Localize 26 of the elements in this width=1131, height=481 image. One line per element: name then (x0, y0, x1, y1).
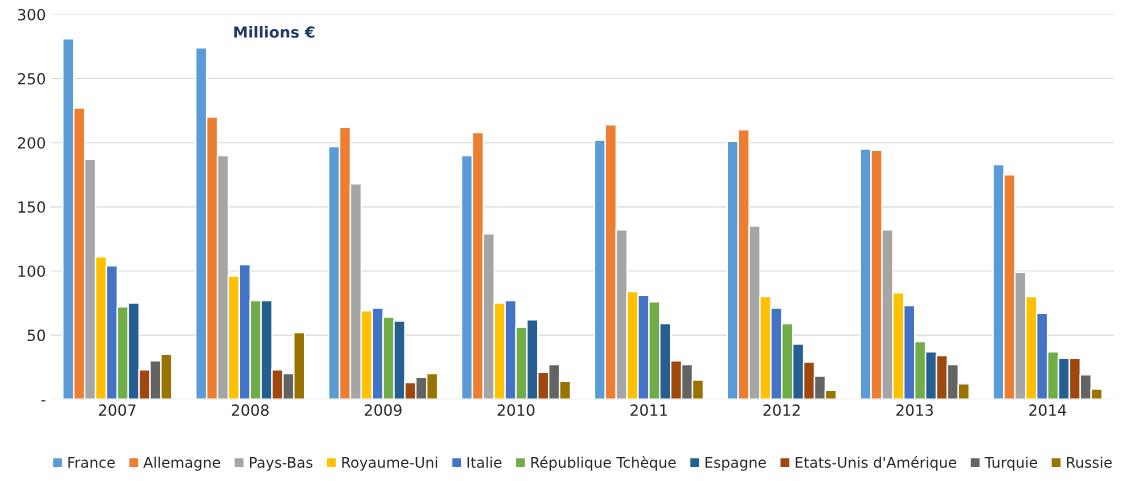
annotation: Millions € (234, 25, 315, 38)
legend-label: Royaume-Uni (342, 456, 438, 471)
y-tick-label: 150 (18, 201, 46, 213)
legend-label: Allemagne (143, 456, 221, 471)
x-tick-label: 2014 (1029, 404, 1067, 416)
x-tick-label: 2011 (630, 404, 667, 416)
x-tick-label: 2008 (231, 404, 269, 416)
x-tick-label: 2009 (364, 404, 402, 416)
x-tick-label: 2013 (896, 404, 933, 416)
legend-label: Pays-Bas (250, 457, 313, 471)
x-tick-label: 2007 (99, 404, 136, 416)
legend-label: Russie (1067, 456, 1112, 468)
y-tick-label: 200 (17, 137, 46, 149)
y-tick-label: 300 (18, 8, 46, 21)
x-tick-label: 2012 (763, 404, 800, 416)
legend-label: République Tchèque (531, 456, 676, 471)
y-tick-label: 250 (17, 73, 46, 85)
y-tick-label: 100 (18, 265, 46, 277)
x-tick-label: 2010 (497, 404, 535, 416)
y-tick-label: - (41, 400, 46, 402)
legend-label: Etats-Unis d'Amérique (795, 456, 957, 471)
y-tick-label: 50 (27, 329, 46, 342)
legend-label: Italie (467, 456, 502, 468)
legend-label: Turquie (984, 456, 1038, 471)
legend-label: Espagne (705, 457, 766, 471)
legend-label: France (68, 457, 115, 468)
